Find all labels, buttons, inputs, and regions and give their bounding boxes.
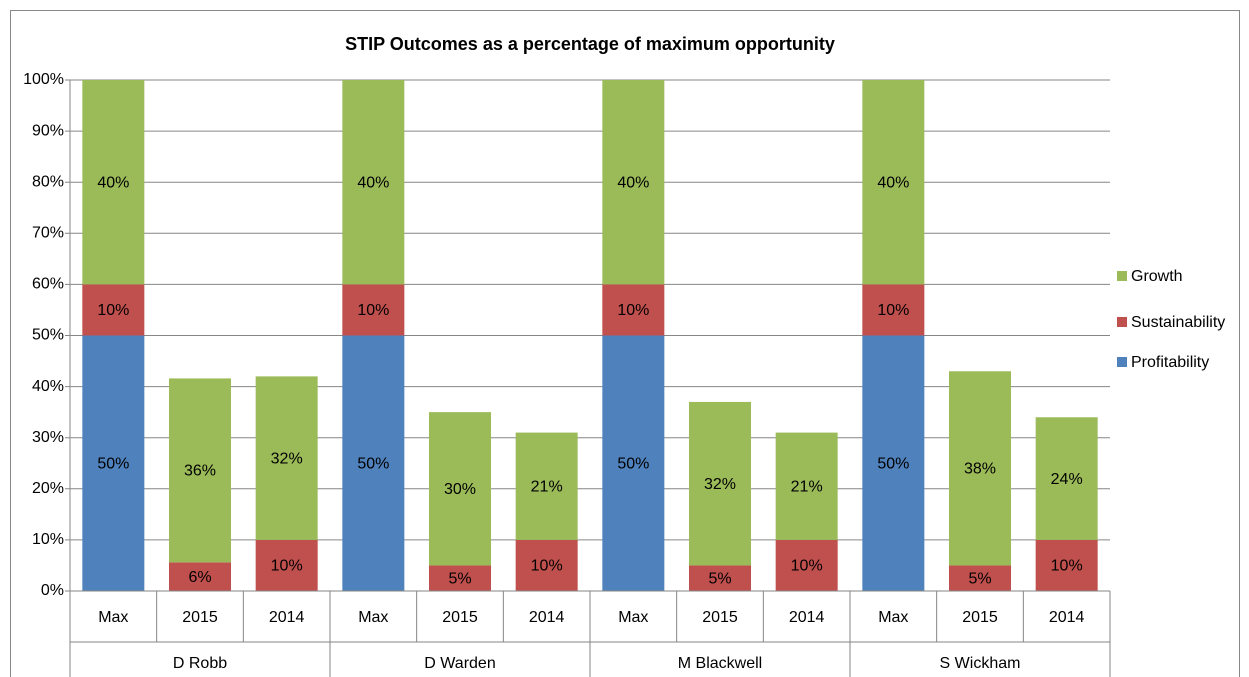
bar-segment (515, 432, 578, 540)
data-label: 50% (877, 455, 909, 472)
data-label: 40% (97, 174, 129, 191)
data-label: 5% (968, 570, 991, 587)
y-tick-label: 90% (32, 122, 64, 139)
data-label: 36% (184, 463, 216, 480)
x-tick-label: Max (98, 609, 128, 626)
x-tick-label: 2015 (702, 609, 738, 626)
legend-label: Profitability (1131, 354, 1209, 371)
data-label: 10% (531, 558, 563, 575)
bar-segment (169, 378, 231, 563)
bar-segment (602, 335, 665, 591)
bar-segment (949, 565, 1011, 591)
group-label: D Robb (173, 655, 227, 672)
bar-segment (515, 539, 578, 591)
y-tick-label: 60% (32, 276, 64, 293)
data-label: 6% (188, 569, 211, 586)
y-tick-label: 30% (32, 429, 64, 446)
y-tick-label: 0% (41, 582, 64, 599)
bar-segment (429, 565, 491, 591)
bar-segment (602, 80, 665, 285)
group-label: M Blackwell (678, 655, 762, 672)
x-tick-label: 2014 (1049, 609, 1085, 626)
legend-swatch (1117, 357, 1127, 367)
data-label: 21% (531, 478, 563, 495)
data-label: 10% (357, 302, 389, 319)
data-label: 5% (708, 570, 731, 587)
x-tick-label: 2014 (269, 609, 305, 626)
bar-segment (169, 562, 231, 591)
data-label: 32% (704, 476, 736, 493)
data-label: 50% (97, 455, 129, 472)
data-label: 40% (357, 174, 389, 191)
bar-segment (862, 284, 925, 336)
bar-segment (1035, 539, 1098, 591)
x-tick-label: 2015 (962, 609, 998, 626)
data-label: 10% (877, 302, 909, 319)
bar-segment (1035, 417, 1098, 540)
x-tick-label: 2015 (182, 609, 218, 626)
x-tick-label: 2015 (442, 609, 478, 626)
data-label: 50% (617, 455, 649, 472)
legend-swatch (1117, 317, 1127, 327)
data-label: 10% (1051, 558, 1083, 575)
x-tick-label: 2014 (529, 609, 565, 626)
bar-segment (342, 335, 405, 591)
bar-segment (342, 284, 405, 336)
y-tick-label: 80% (32, 173, 64, 190)
bar-segment (775, 539, 838, 591)
data-label: 10% (97, 302, 129, 319)
bar-segment (689, 401, 751, 566)
data-label: 24% (1051, 471, 1083, 488)
bar-segment (775, 432, 838, 540)
bar-segment (862, 80, 925, 285)
bar-segment (602, 284, 665, 336)
data-label: 32% (271, 450, 303, 467)
bar-segment (82, 284, 145, 336)
y-tick-label: 10% (32, 531, 64, 548)
data-label: 40% (877, 174, 909, 191)
bar-segment (255, 376, 318, 540)
y-tick-label: 20% (32, 480, 64, 497)
x-tick-label: Max (618, 609, 648, 626)
bar-segment (255, 539, 318, 591)
y-tick-label: 50% (32, 327, 64, 344)
data-label: 10% (271, 558, 303, 575)
y-tick-label: 40% (32, 378, 64, 395)
data-label: 21% (791, 478, 823, 495)
bar-segment (949, 371, 1011, 566)
data-label: 10% (791, 558, 823, 575)
bar-segment (82, 335, 145, 591)
chart-title: STIP Outcomes as a percentage of maximum… (345, 34, 835, 54)
legend-swatch (1117, 271, 1127, 281)
bar-segment (689, 565, 751, 591)
data-label: 38% (964, 461, 996, 478)
group-label: D Warden (424, 655, 495, 672)
data-label: 10% (617, 302, 649, 319)
x-tick-label: Max (358, 609, 388, 626)
data-label: 50% (357, 455, 389, 472)
bar-segment (429, 412, 491, 566)
data-label: 5% (448, 570, 471, 587)
legend-label: Growth (1131, 268, 1183, 285)
group-label: S Wickham (940, 655, 1021, 672)
data-label: 40% (617, 174, 649, 191)
legend-label: Sustainability (1131, 314, 1225, 331)
y-tick-label: 70% (32, 225, 64, 242)
bar-segment (82, 80, 145, 285)
x-tick-label: Max (878, 609, 908, 626)
bar-segment (342, 80, 405, 285)
x-tick-label: 2014 (789, 609, 825, 626)
bar-segment (862, 335, 925, 591)
y-tick-label: 100% (23, 71, 64, 88)
data-label: 30% (444, 481, 476, 498)
